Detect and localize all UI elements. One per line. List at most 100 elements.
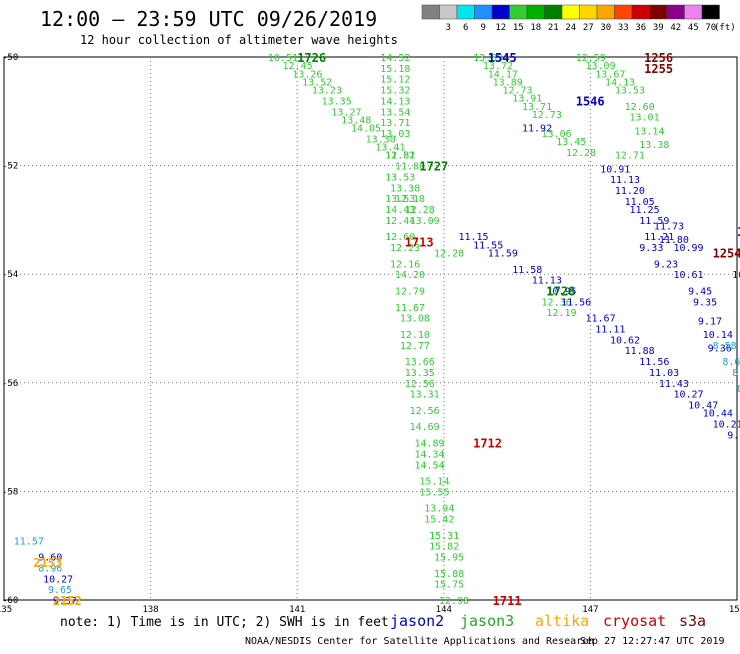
wave-height-value: 12.56 (405, 379, 435, 390)
wave-height-value: 13.53 (615, 86, 645, 97)
pass-time-label: 1728 (546, 284, 575, 298)
wave-height-value: 12.28 (405, 205, 435, 216)
legend-swatch (614, 4, 633, 20)
wave-height-value: 11.20 (615, 186, 645, 197)
page-title: 12:00 — 23:59 UTC 09/26/2019 (40, 7, 377, 31)
lat-tick-label: -52 (2, 162, 18, 172)
page-subtitle: 12 hour collection of altimeter wave hei… (80, 33, 398, 47)
wave-height-value: 13.52 (302, 77, 332, 88)
wave-height-value: 13.66 (405, 357, 435, 368)
legend-swatch (701, 4, 720, 20)
footer-note: note: 1) Time is in UTC; 2) SWH is in fe… (60, 615, 389, 630)
wave-height-value: 10.99 (673, 243, 703, 254)
wave-height-value: 11.58 (512, 265, 542, 276)
wave-height-value: 9.40 (727, 430, 740, 441)
wave-height-value: 12.45 (283, 61, 313, 72)
wave-height-value: 13.27 (331, 107, 361, 118)
wave-height-value: 9.35 (693, 297, 717, 308)
wave-height-value: 8.76 (732, 368, 740, 379)
wave-height-value: 13.48 (341, 115, 371, 126)
wave-height-value: 13.45 (556, 137, 586, 148)
legend-tick-label: 36 (635, 23, 646, 33)
pass-time-label: 1545 (488, 51, 517, 65)
wave-height-value: 13.09 (586, 61, 616, 72)
wave-height-value: 11.15 (458, 232, 488, 243)
wave-height-value: 13.09 (410, 216, 440, 227)
wave-height-value: 12.28 (434, 248, 464, 259)
legend-swatch (561, 4, 580, 20)
wave-height-value: 14.20 (395, 270, 425, 281)
wave-height-value: 13.71 (380, 118, 410, 129)
wave-height-value: 12.10 (400, 330, 430, 341)
legend-tick-label: 45 (688, 23, 699, 33)
wave-height-value: 13.67 (595, 69, 625, 80)
wave-height-value: 9.23 (654, 259, 678, 270)
legend-tick-label: 33 (618, 23, 629, 33)
wave-height-value: 11.59 (488, 248, 518, 259)
wave-height-value: 14.54 (414, 460, 444, 471)
wave-height-value: 15.75 (434, 580, 464, 591)
wave-height-value: 10.47 (688, 401, 718, 412)
wave-height-value: 11.05 (625, 197, 655, 208)
lon-tick-label: 144 (436, 605, 452, 615)
satellite-label: jason2 (390, 612, 444, 630)
wave-height-value: 10.82 (732, 270, 740, 281)
wave-height-value: 10.21 (713, 420, 740, 431)
map-frame (3, 56, 738, 601)
footer-timestamp: Sep 27 12:27:47 UTC 2019 (580, 636, 725, 647)
wave-height-value: 11.13 (610, 175, 640, 186)
wave-height-value: 11.88 (625, 346, 655, 357)
wave-height-value: 8.58 (713, 341, 737, 352)
satellite-legend: jason2 jason3 altika cryosat s3a (390, 612, 706, 630)
legend-swatch (666, 4, 685, 20)
legend-swatch (439, 4, 458, 20)
wave-height-value: 13.72 (483, 61, 513, 72)
wave-height-value: 13.38 (390, 183, 420, 194)
wave-height-value: 13.41 (375, 143, 405, 154)
wave-height-value: 14.43 (385, 205, 415, 216)
satellite-label: altika (535, 612, 589, 630)
wave-height-value: 12.59 (576, 53, 606, 64)
wave-height-value: 11.13 (532, 276, 562, 287)
wave-height-value: 15.12 (380, 75, 410, 86)
wave-height-value: 11.56 (639, 357, 669, 368)
wave-height-value: 12.28 (566, 148, 596, 159)
wave-height-value: 13.14 (634, 126, 664, 137)
wave-height-value: 14.69 (410, 422, 440, 433)
pass-time-label: 1711 (493, 594, 522, 608)
pass-time-label: 2153 (33, 556, 62, 570)
wave-height-value: 12.23 (390, 243, 420, 254)
wave-height-value: 10.62 (610, 335, 640, 346)
legend-swatch (579, 4, 598, 20)
wave-height-value: 12.79 (395, 286, 425, 297)
wave-height-value: 12.60 (385, 232, 415, 243)
wave-height-value: 12.73 (502, 86, 532, 97)
legend-swatch (491, 4, 510, 20)
lat-tick-label: -50 (2, 53, 18, 63)
wave-height-value: 15.95 (434, 553, 464, 564)
wave-height-value: 15.82 (429, 542, 459, 553)
wave-height-value: 11.25 (629, 205, 659, 216)
wave-height-value: 14.17 (488, 69, 518, 80)
wave-height-value: 9.65 (48, 585, 72, 596)
wave-height-value: 11.67 (586, 314, 616, 325)
wave-height-value: 13.23 (312, 86, 342, 97)
legend-swatch (474, 4, 493, 20)
wave-height-value: 13.91 (512, 94, 542, 105)
wave-height-value: 12.44 (385, 216, 415, 227)
legend-tick-label: 9 (481, 23, 486, 33)
wave-height-value: 13.06 (542, 129, 572, 140)
wave-height-value: 13.53 (385, 194, 415, 205)
legend-tick-label: 15 (513, 23, 524, 33)
lat-tick-label: -54 (2, 270, 18, 280)
wave-height-value: 8.96 (38, 563, 62, 574)
wave-height-value: 8.66 (722, 357, 740, 368)
legend-tick-label: 21 (548, 23, 559, 33)
wave-height-value: 10.51 (268, 53, 298, 64)
wave-height-value: 14.89 (414, 439, 444, 450)
wave-height-value: 11.03 (649, 368, 679, 379)
legend-unit: (ft) (714, 23, 736, 33)
wave-height-value: 14.34 (414, 449, 444, 460)
wave-height-value: 13.26 (292, 69, 322, 80)
legend-tick-label: 30 (600, 23, 611, 33)
